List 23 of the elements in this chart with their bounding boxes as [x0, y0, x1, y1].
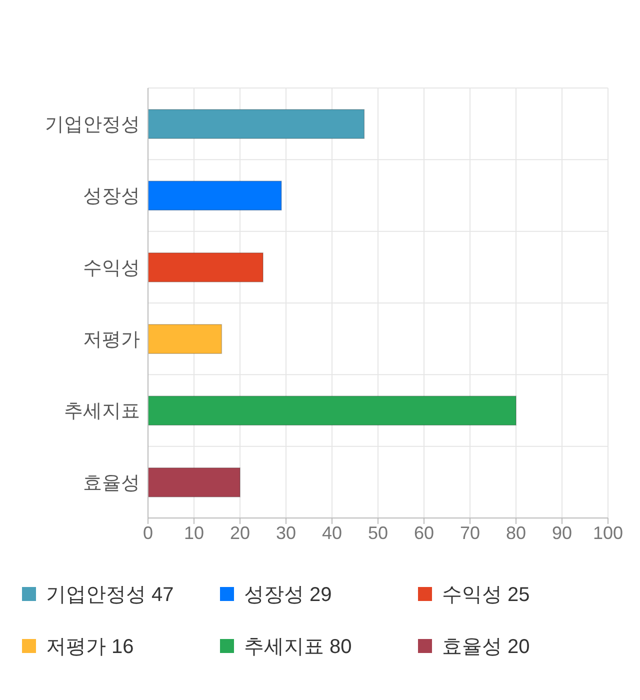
y-tick-label: 효율성: [83, 472, 140, 494]
x-tick-label: 80: [506, 522, 526, 543]
x-tick-label: 30: [276, 522, 296, 543]
x-tick-label: 70: [460, 522, 480, 543]
x-tick-label: 50: [368, 522, 388, 543]
x-tick-label: 20: [230, 522, 250, 543]
x-tick-label: 0: [142, 522, 154, 543]
legend-label: 저평가 16: [46, 634, 134, 660]
x-tick-label: 90: [552, 522, 572, 543]
x-tick-label: 40: [322, 522, 342, 543]
legend-label: 기업안정성 47: [46, 582, 174, 608]
y-tick-label: 추세지표: [64, 401, 140, 422]
legend-label: 추세지표 80: [244, 634, 352, 660]
x-tick-label: 100: [592, 522, 624, 543]
legend-label: 효율성 20: [442, 634, 530, 660]
y-tick-label: 저평가: [83, 330, 140, 351]
legend-label: 성장성 29: [244, 582, 332, 608]
legend-label: 수익성 25: [442, 582, 530, 608]
y-tick-label: 성장성: [83, 186, 140, 208]
y-tick-label: 수익성: [83, 258, 140, 279]
x-tick-label: 60: [414, 522, 434, 543]
x-tick-label: 10: [184, 522, 204, 543]
y-tick-label: 기업안정성: [45, 114, 140, 136]
